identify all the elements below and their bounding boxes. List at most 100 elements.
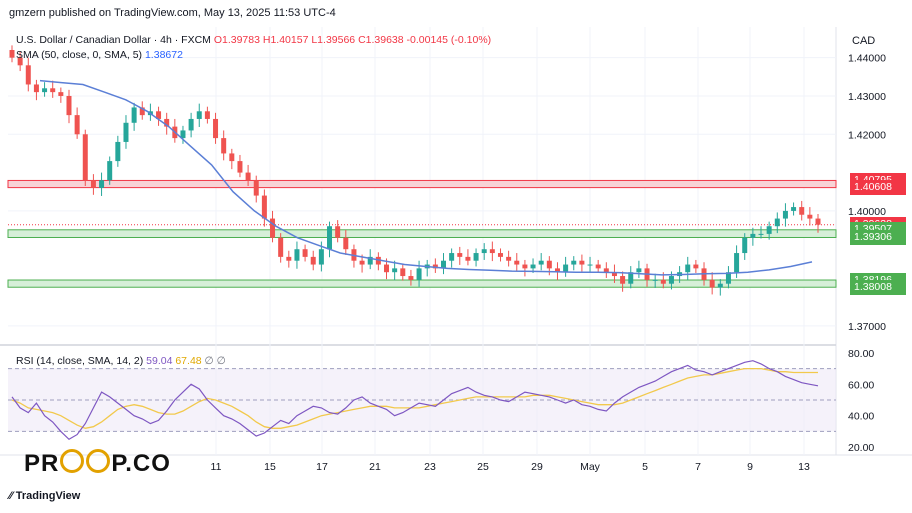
candle-body: [58, 92, 64, 96]
candle-body: [310, 256, 316, 265]
time-tick-label: 15: [264, 461, 276, 473]
candle-body: [668, 276, 674, 284]
time-tick-label: 9: [747, 461, 753, 473]
candle-body: [709, 279, 715, 288]
candle-body: [42, 88, 48, 93]
rsi-tick-label: 40.00: [848, 411, 874, 423]
candle-body: [204, 111, 210, 119]
rsi-legend[interactable]: RSI (14, close, SMA, 14, 2) 59.04 67.48 …: [16, 355, 226, 367]
candle-body: [782, 210, 788, 219]
price-axis-label: 1.38008: [850, 279, 906, 295]
candle-body: [652, 279, 658, 281]
candle-body: [107, 161, 113, 181]
candle-body: [196, 111, 202, 119]
candle-body: [660, 279, 666, 284]
time-tick-label: 25: [477, 461, 489, 473]
candle-body: [628, 272, 634, 284]
time-tick-label: 29: [531, 461, 543, 473]
candle-body: [343, 237, 349, 250]
candle-body: [742, 237, 748, 254]
sma-legend[interactable]: SMA (50, close, 0, SMA, 5) 1.38672: [16, 49, 183, 61]
candle-body: [359, 260, 365, 265]
candle-body: [432, 264, 438, 269]
candle-body: [375, 256, 381, 265]
price-tick-label: 1.40000: [848, 206, 886, 218]
high-value: H1.40157: [262, 34, 309, 46]
price-tick-label: 1.43000: [848, 91, 886, 103]
candle-body: [82, 134, 88, 181]
candle-body: [620, 276, 626, 284]
rsi-tick-label: 80.00: [848, 348, 874, 360]
time-tick-label: 5: [642, 461, 648, 473]
candle-body: [74, 115, 80, 135]
candle-body: [278, 237, 284, 257]
brand-ring-icon: [86, 449, 111, 473]
candle-body: [563, 264, 569, 273]
candle-body: [221, 138, 227, 154]
candle-body: [400, 268, 406, 277]
chart-frame: 1.44000 1.43000 1.42000 1.40000 1.37000 11 15 1…: [0, 27, 912, 473]
candle-body: [489, 249, 495, 254]
main-legend: U.S. Dollar / Canadian Dollar · 4h · FXC…: [16, 34, 491, 46]
sma-layer: [39, 79, 813, 276]
time-tick-label: May: [580, 461, 601, 473]
candle-body: [416, 268, 422, 280]
rsi-line: [11, 360, 819, 441]
candle-body: [685, 264, 691, 273]
candle-body: [164, 118, 170, 127]
rsi-extra-1: ∅: [204, 355, 214, 367]
candle-body: [367, 256, 373, 265]
candle-body: [253, 180, 259, 196]
low-value: L1.39566: [311, 34, 356, 46]
candle-body: [791, 207, 797, 211]
candle-body: [497, 253, 503, 257]
resistance-zone: [7, 179, 837, 189]
candle-body: [66, 95, 72, 116]
rsi-tick-label: 20.00: [848, 442, 874, 454]
candle-body: [481, 249, 487, 254]
candle-body: [245, 172, 251, 181]
candle-body: [131, 107, 137, 123]
time-tick-label: 21: [369, 461, 381, 473]
candle-body: [554, 268, 560, 273]
candle-body: [318, 249, 324, 265]
support-zone: [7, 229, 837, 238]
candle-body: [546, 260, 552, 269]
tv-text: TradingView: [15, 490, 81, 502]
candle-body: [9, 49, 15, 58]
rsi-ma-value: 67.48: [175, 355, 202, 367]
candle-body: [587, 264, 593, 266]
rsi-tick-label: 60.00: [848, 379, 874, 391]
time-tick-label: 13: [798, 461, 810, 473]
rsi-ma-line: [11, 367, 818, 429]
candle-body: [50, 88, 56, 93]
time-tick-label: 7: [695, 461, 701, 473]
currency-label[interactable]: CAD: [852, 35, 876, 47]
price-axis-label: 1.39306: [850, 229, 906, 245]
tradingview-logo[interactable]: ⁄⁄ TradingView: [9, 490, 80, 502]
price-tick-label: 1.42000: [848, 129, 886, 141]
sma-line: [39, 79, 813, 276]
candle-body: [774, 218, 780, 227]
candle-body: [327, 226, 333, 250]
candle-body: [457, 253, 463, 257]
candle-body: [99, 180, 105, 188]
candle-body: [440, 260, 446, 269]
candle-body: [636, 268, 642, 273]
candle-body: [766, 226, 772, 234]
candle-body: [734, 253, 740, 273]
candle-body: [180, 130, 186, 139]
brand-left: PR: [24, 450, 60, 477]
candle-body: [408, 276, 414, 280]
rsi-layer: [8, 360, 836, 441]
support-zone: [7, 279, 837, 288]
candle-body: [25, 65, 31, 85]
change-value: -0.00145 (-0.10%): [406, 34, 492, 46]
price-tick-label: 1.44000: [848, 53, 886, 65]
brand-ring-icon: [60, 449, 85, 473]
zones: [7, 179, 837, 288]
candle-body: [799, 207, 805, 215]
candle-body: [156, 111, 162, 119]
symbol-label[interactable]: U.S. Dollar / Canadian Dollar · 4h · FXC…: [16, 34, 211, 46]
candle-body: [449, 253, 455, 261]
